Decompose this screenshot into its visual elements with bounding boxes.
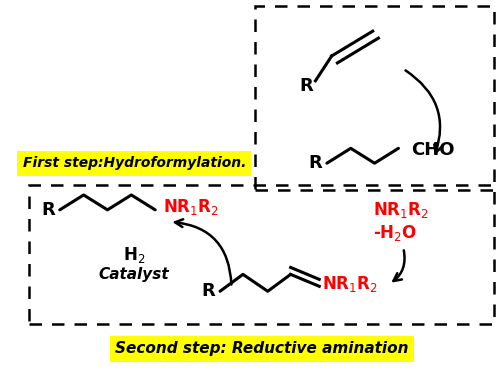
- Bar: [256, 6, 494, 190]
- Text: NR$_1$R$_2$: NR$_1$R$_2$: [163, 197, 218, 217]
- Text: R: R: [202, 282, 215, 300]
- Text: CHO: CHO: [411, 141, 455, 159]
- Text: -H$_2$O: -H$_2$O: [372, 223, 417, 243]
- Text: R: R: [308, 154, 322, 172]
- Text: NR$_1$R$_2$: NR$_1$R$_2$: [372, 200, 428, 220]
- Text: H$_2$: H$_2$: [123, 245, 146, 264]
- Text: R: R: [299, 77, 313, 95]
- Bar: [30, 185, 494, 324]
- Text: NR$_1$R$_2$: NR$_1$R$_2$: [322, 274, 378, 294]
- Text: First step:Hydroformylation.: First step:Hydroformylation.: [22, 156, 246, 170]
- Text: Second step: Reductive amination: Second step: Reductive amination: [116, 341, 409, 356]
- Text: R: R: [42, 201, 55, 219]
- Text: Catalyst: Catalyst: [99, 267, 170, 282]
